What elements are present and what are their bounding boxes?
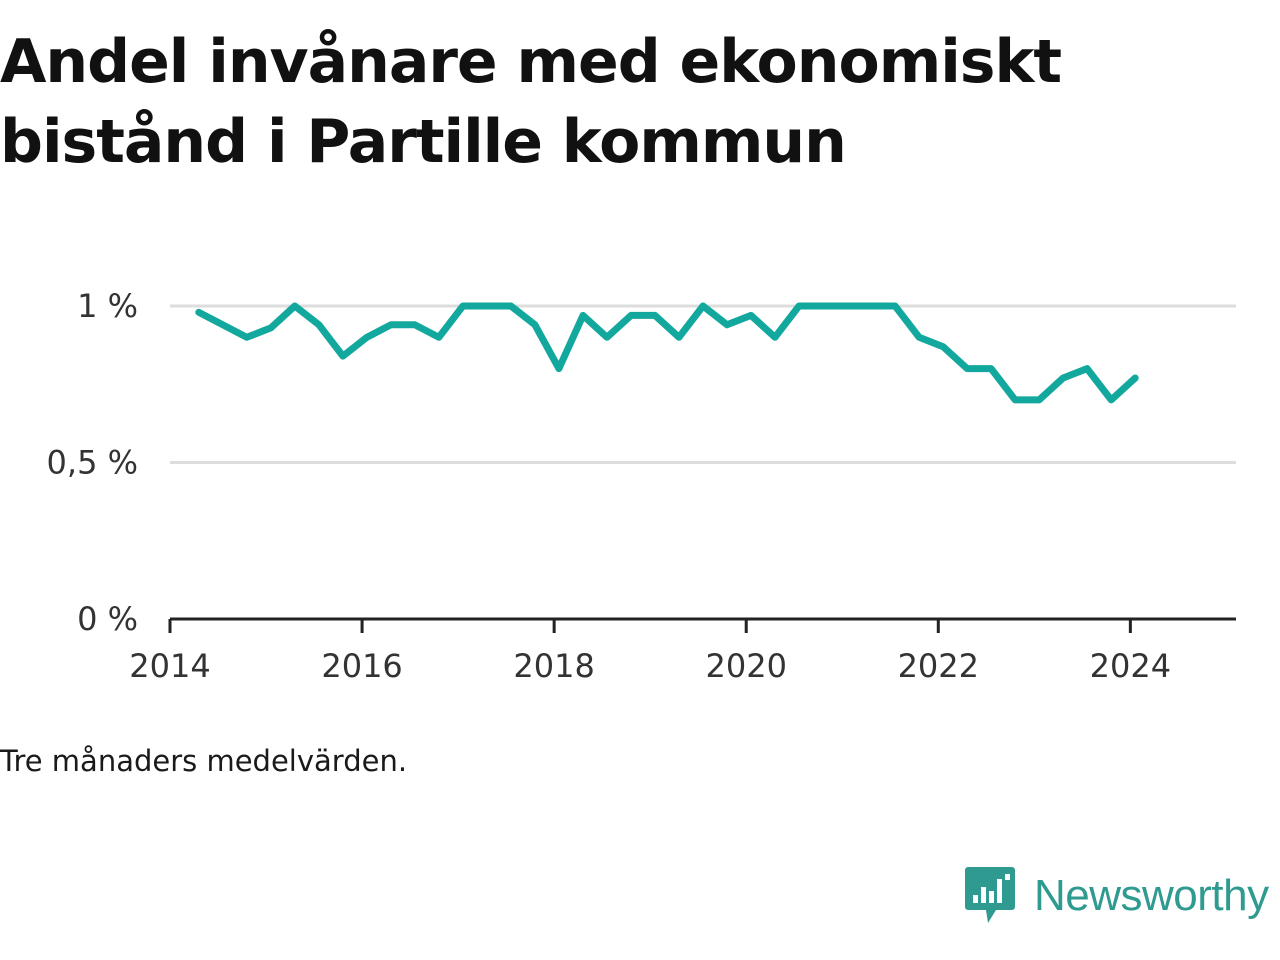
y-tick-label: 1 % — [77, 287, 138, 325]
chart-note: Tre månaders medelvärden. — [0, 744, 408, 778]
series-line — [195, 302, 1139, 404]
newsworthy-logo-icon — [965, 867, 1015, 923]
tick-labels: 0 % 0,5 % 1 % 2014 2016 2018 2020 2022 2024 — [47, 287, 1172, 685]
x-tick-label: 2022 — [898, 647, 979, 685]
x-tick-label: 2024 — [1090, 647, 1171, 685]
chart-title: Andel invånare med ekonomiskt bistånd i … — [0, 27, 1062, 177]
brand-logo[interactable]: Newsworthy — [964, 864, 1269, 928]
y-tick-label: 0 % — [77, 600, 138, 638]
x-axis — [168, 617, 1236, 633]
x-tick-label: 2018 — [513, 647, 594, 685]
grid-lines — [170, 304, 1236, 464]
series-layer — [195, 302, 1139, 404]
x-tick-label: 2020 — [705, 647, 786, 685]
x-tick-label: 2016 — [321, 647, 402, 685]
y-tick-label: 0,5 % — [47, 444, 138, 482]
brand-name: Newsworthy — [1034, 871, 1269, 920]
x-tick-label: 2014 — [129, 647, 210, 685]
